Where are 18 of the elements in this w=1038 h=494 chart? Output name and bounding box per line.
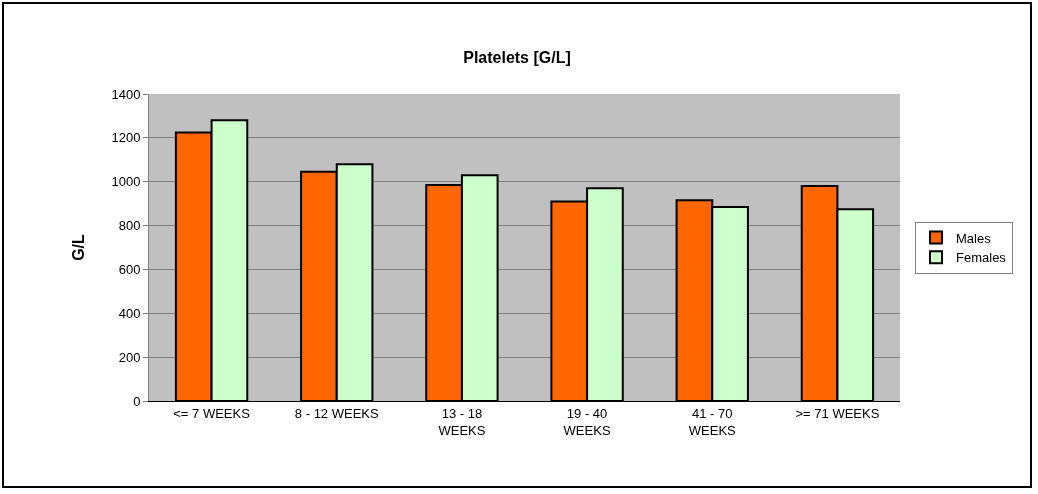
y-tick-label: 400: [118, 305, 141, 321]
legend-label: Males: [956, 230, 992, 246]
y-tick-label: 200: [118, 349, 141, 365]
legend-label: Females: [956, 250, 1007, 266]
y-tick-label: 1200: [111, 130, 141, 146]
y-tick-label: 0: [133, 393, 141, 409]
x-tick-label: 19 - 40 WEEKS: [563, 405, 611, 438]
x-tick-label: 8 - 12 WEEKS: [294, 405, 379, 421]
chart-title: Platelets [G/L]: [463, 49, 571, 67]
x-tick-label: 41 - 70 WEEKS: [688, 405, 737, 438]
y-axis-title: G/L: [70, 233, 88, 261]
x-tick-label: <= 7 WEEKS: [173, 405, 251, 421]
y-tick-label: 600: [118, 261, 141, 277]
x-tick-label: >= 71 WEEKS: [795, 405, 880, 421]
x-tick-label: 13 - 18 WEEKS: [438, 405, 486, 438]
y-tick-label: 1000: [111, 174, 141, 190]
y-tick-label: 1400: [111, 86, 141, 102]
y-tick-label: 800: [118, 218, 141, 234]
